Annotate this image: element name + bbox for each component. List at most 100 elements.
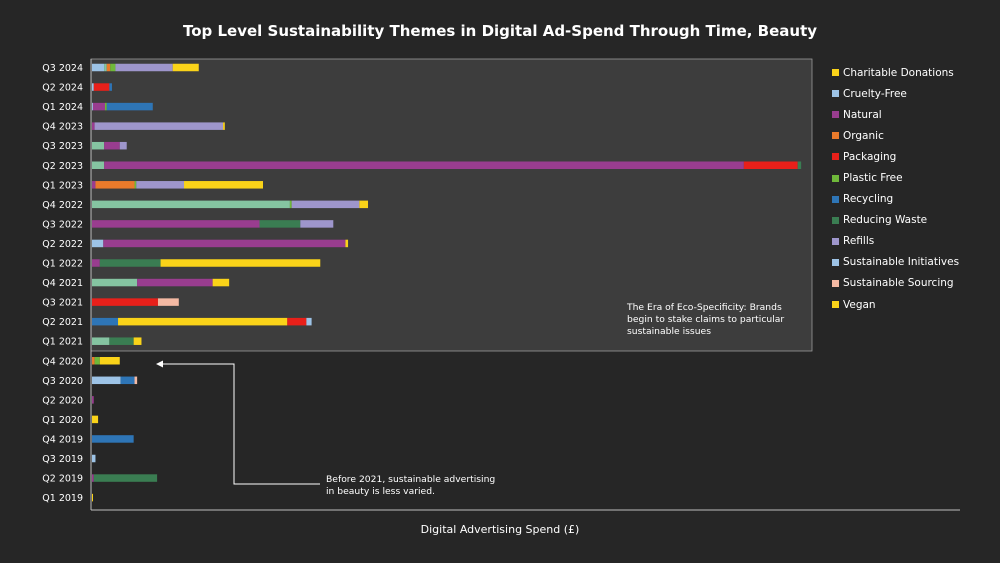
bar-segment [109, 83, 112, 91]
bar-segment [137, 278, 213, 287]
y-tick-label: Q3 2023 [42, 141, 83, 152]
bar-segment [92, 259, 100, 267]
bar-segment [109, 337, 134, 345]
bar-segment [99, 259, 161, 267]
y-tick-label: Q4 2023 [42, 122, 83, 133]
bar-segment [92, 376, 121, 385]
bar-segment [92, 298, 158, 306]
legend-label: Organic [843, 129, 884, 142]
legend-label: Charitable Donations [843, 66, 954, 79]
bar-segment [133, 337, 142, 345]
x-axis-label: Digital Advertising Spend (£) [420, 523, 580, 536]
bar-segment [287, 317, 307, 326]
legend-swatch [832, 69, 839, 77]
bar-segment [92, 83, 94, 91]
era-annotation-line: The Era of Eco-Specificity: Brands [627, 302, 782, 313]
y-tick-label: Q4 2021 [42, 278, 83, 289]
bar-segment [106, 102, 153, 111]
bar-segment [104, 141, 120, 150]
bar-segment [289, 200, 292, 209]
y-tick-label: Q4 2019 [42, 434, 83, 445]
y-tick-label: Q2 2019 [42, 474, 83, 485]
bar-segment [92, 435, 134, 443]
bar-segment [104, 161, 744, 169]
legend-label: Natural [843, 108, 882, 121]
legend-item: Packaging [832, 146, 959, 167]
bar-segment [134, 181, 137, 189]
legend-swatch [832, 153, 839, 161]
legend-label: Vegan [843, 298, 876, 311]
legend-item: Recycling [832, 189, 959, 210]
bar-segment [157, 298, 179, 306]
chart-title: Top Level Sustainability Themes in Digit… [182, 22, 818, 40]
legend-item: Sustainable Sourcing [832, 273, 959, 294]
bar-segment [94, 357, 100, 365]
legend-item: Natural [832, 104, 959, 125]
y-tick-label: Q3 2021 [42, 298, 83, 309]
bar-segment [359, 200, 369, 209]
legend-swatch [832, 90, 839, 98]
before-2021-annotation: Before 2021, sustainable advertising in … [326, 474, 495, 498]
bar-segment [110, 63, 116, 72]
y-tick-label: Q1 2022 [42, 259, 83, 270]
bar-segment [259, 220, 301, 228]
y-tick-label: Q2 2021 [42, 317, 83, 328]
y-tick-label: Q2 2020 [42, 395, 83, 406]
legend-label: Reducing Waste [843, 214, 928, 227]
bar-segment [120, 376, 135, 385]
bar-segment [92, 141, 105, 150]
legend-item: Refills [832, 231, 959, 252]
y-tick-label: Q2 2022 [42, 239, 83, 250]
bar-segment [119, 141, 127, 150]
bar-segment [212, 278, 230, 287]
bar-segment [306, 317, 312, 326]
bar-segment [92, 415, 99, 424]
bar-segment [92, 122, 95, 130]
legend-item: Vegan [832, 294, 959, 315]
legend-label: Sustainable Initiatives [843, 256, 960, 269]
bar-segment [92, 396, 94, 404]
legend-item: Sustainable Initiatives [832, 252, 959, 273]
bar-segment [103, 239, 346, 248]
bar-segment [92, 181, 96, 189]
annotation-arrow [156, 360, 320, 485]
bar-segment [106, 63, 111, 72]
legend-item: Charitable Donations [832, 62, 959, 83]
bar-segment [92, 63, 105, 72]
bar-segment [94, 122, 224, 130]
bar-segment [92, 220, 260, 228]
bar-segment [92, 278, 138, 287]
y-tick-label: Q3 2020 [42, 376, 83, 387]
legend-item: Plastic Free [832, 167, 959, 188]
bar-segment [93, 474, 158, 482]
legend-swatch [832, 195, 839, 203]
era-annotation-line: sustainable issues [627, 326, 711, 337]
bar-segment [104, 63, 107, 72]
bar-segment [92, 161, 105, 169]
y-tick-label: Q4 2020 [42, 356, 83, 367]
y-tick-label: Q1 2023 [42, 180, 83, 191]
bar-segment [92, 454, 96, 463]
bar-segment [92, 493, 93, 502]
bar-segment [223, 122, 225, 130]
legend-label: Recycling [843, 193, 894, 206]
era-annotation-line: begin to stake claims to particular [627, 314, 785, 325]
y-tick-label: Q3 2022 [42, 219, 83, 230]
bar-segment [118, 317, 288, 326]
legend-item: Organic [832, 125, 959, 146]
bar-segment [92, 337, 110, 345]
bar-segment [184, 181, 263, 189]
bar-segment [92, 239, 104, 248]
bar-segment [93, 83, 110, 91]
legend-item: Reducing Waste [832, 210, 959, 231]
bar-segment [160, 259, 321, 267]
y-tick-label: Q3 2024 [42, 63, 83, 74]
bar-segment [291, 200, 360, 209]
y-tick-label: Q4 2022 [42, 200, 83, 211]
bar-segment [92, 102, 93, 111]
y-tick-label: Q1 2024 [42, 102, 83, 113]
bar-segment [95, 181, 135, 189]
legend-swatch [832, 174, 839, 182]
y-tick-label: Q2 2024 [42, 83, 83, 94]
